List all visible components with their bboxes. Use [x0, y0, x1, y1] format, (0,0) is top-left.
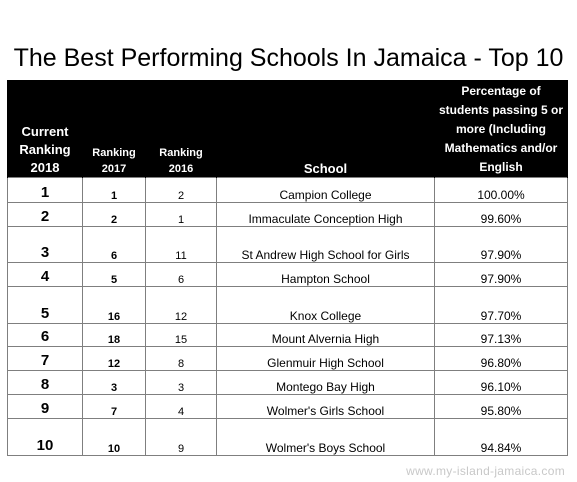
current-rank-cell: 7	[7, 346, 83, 371]
header-ranking-2016: Ranking 2016	[145, 80, 217, 178]
rank-2016-cell: 3	[145, 370, 217, 395]
school-cell: Immaculate Conception High	[216, 202, 435, 227]
current-rank-cell: 2	[7, 202, 83, 227]
percentage-cell: 94.84%	[434, 418, 568, 456]
header-school: School	[216, 80, 435, 178]
rank-2017-cell: 5	[82, 262, 146, 287]
table-row: 2 2 1 Immaculate Conception High 99.60%	[7, 202, 568, 227]
table-row: 10 10 9 Wolmer's Boys School 94.84%	[7, 418, 568, 456]
table-row: 9 7 4 Wolmer's Girls School 95.80%	[7, 394, 568, 419]
rank-2017-cell: 12	[82, 346, 146, 371]
table-row: 4 5 6 Hampton School 97.90%	[7, 262, 568, 287]
school-cell: Hampton School	[216, 262, 435, 287]
percentage-cell: 96.80%	[434, 346, 568, 371]
header-ranking-2017: Ranking 2017	[82, 80, 146, 178]
current-rank-cell: 4	[7, 262, 83, 287]
current-rank-cell: 5	[7, 286, 83, 324]
table-row: 3 6 11 St Andrew High School for Girls 9…	[7, 226, 568, 263]
header-percentage: Percentage of students passing 5 or more…	[434, 80, 568, 178]
header-current-ranking: Current Ranking 2018	[7, 80, 83, 178]
percentage-cell: 97.90%	[434, 226, 568, 263]
rank-2017-cell: 1	[82, 177, 146, 203]
rank-2016-cell: 6	[145, 262, 217, 287]
rank-2017-cell: 7	[82, 394, 146, 419]
rank-2016-cell: 1	[145, 202, 217, 227]
school-cell: Montego Bay High	[216, 370, 435, 395]
rank-2016-cell: 9	[145, 418, 217, 456]
school-cell: Mount Alvernia High	[216, 323, 435, 347]
rank-2017-cell: 18	[82, 323, 146, 347]
table-row: 1 1 2 Campion College 100.00%	[7, 177, 568, 203]
school-cell: Knox College	[216, 286, 435, 324]
rank-2017-cell: 10	[82, 418, 146, 456]
rank-2017-cell: 2	[82, 202, 146, 227]
header-row: Current Ranking 2018 Ranking 2017 Rankin…	[7, 80, 568, 178]
rankings-table: Current Ranking 2018 Ranking 2017 Rankin…	[7, 80, 568, 456]
current-rank-cell: 6	[7, 323, 83, 347]
school-cell: Wolmer's Boys School	[216, 418, 435, 456]
school-cell: Glenmuir High School	[216, 346, 435, 371]
rank-2016-cell: 2	[145, 177, 217, 203]
school-cell: St Andrew High School for Girls	[216, 226, 435, 263]
rank-2016-cell: 8	[145, 346, 217, 371]
percentage-cell: 97.13%	[434, 323, 568, 347]
rank-2016-cell: 11	[145, 226, 217, 263]
rank-2017-cell: 3	[82, 370, 146, 395]
rank-2016-cell: 4	[145, 394, 217, 419]
percentage-cell: 100.00%	[434, 177, 568, 203]
rank-2016-cell: 12	[145, 286, 217, 324]
rank-2016-cell: 15	[145, 323, 217, 347]
percentage-cell: 95.80%	[434, 394, 568, 419]
percentage-cell: 97.70%	[434, 286, 568, 324]
page-title: The Best Performing Schools In Jamaica -…	[13, 44, 564, 72]
percentage-cell: 96.10%	[434, 370, 568, 395]
table-row: 8 3 3 Montego Bay High 96.10%	[7, 370, 568, 395]
percentage-cell: 97.90%	[434, 262, 568, 287]
school-cell: Wolmer's Girls School	[216, 394, 435, 419]
percentage-cell: 99.60%	[434, 202, 568, 227]
rank-2017-cell: 6	[82, 226, 146, 263]
current-rank-cell: 8	[7, 370, 83, 395]
rank-2017-cell: 16	[82, 286, 146, 324]
school-cell: Campion College	[216, 177, 435, 203]
current-rank-cell: 3	[7, 226, 83, 263]
table-row: 5 16 12 Knox College 97.70%	[7, 286, 568, 324]
current-rank-cell: 10	[7, 418, 83, 456]
table-row: 6 18 15 Mount Alvernia High 97.13%	[7, 323, 568, 347]
table-row: 7 12 8 Glenmuir High School 96.80%	[7, 346, 568, 371]
watermark: www.my-island-jamaica.com	[406, 464, 565, 478]
current-rank-cell: 9	[7, 394, 83, 419]
current-rank-cell: 1	[7, 177, 83, 203]
